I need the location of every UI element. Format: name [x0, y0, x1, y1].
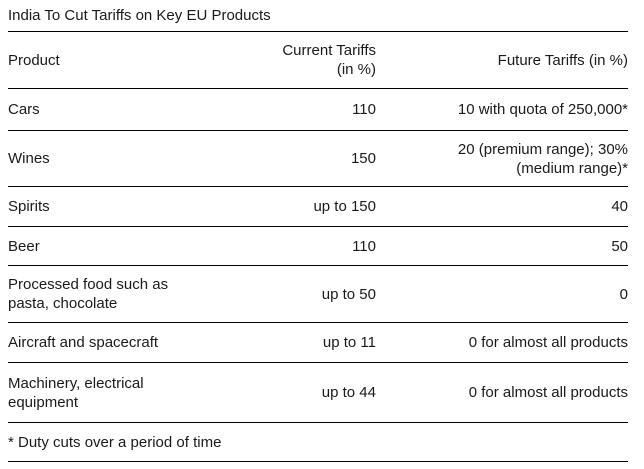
table-row-spirits: Spirits up to 150 40: [8, 186, 628, 227]
future-tariff-cell: 50: [376, 226, 628, 266]
column-header-future-tariffs: Future Tariffs (in %): [376, 31, 628, 89]
product-cell: Cars: [8, 88, 188, 131]
table-row-wines: Wines 150 20 (premium range); 30% (mediu…: [8, 130, 628, 187]
current-tariff-cell: up to 150: [188, 186, 376, 227]
product-cell: Aircraft and spacecraft: [8, 322, 188, 363]
current-tariff-cell: 110: [188, 226, 376, 266]
future-tariff-cell: 10 with quota of 250,000*: [376, 88, 628, 131]
table-row-beer: Beer 110 50: [8, 226, 628, 266]
table-header-row: Product Current Tariffs (in %) Future Ta…: [8, 31, 628, 89]
table-row-aircraft: Aircraft and spacecraft up to 11 0 for a…: [8, 322, 628, 363]
future-tariff-cell: 20 (premium range); 30% (medium range)*: [376, 130, 628, 187]
tariffs-table: Product Current Tariffs (in %) Future Ta…: [8, 31, 628, 462]
current-tariff-cell: up to 11: [188, 322, 376, 363]
current-tariff-cell: up to 50: [188, 265, 376, 323]
product-cell: Machinery, electrical equipment: [8, 362, 188, 423]
product-cell: Processed food such as pasta, chocolate: [8, 265, 188, 323]
future-tariff-cell: 0 for almost all products: [376, 362, 628, 423]
table-row-processed-food: Processed food such as pasta, chocolate …: [8, 265, 628, 323]
page-title: India To Cut Tariffs on Key EU Products: [8, 7, 271, 24]
table-footnote: * Duty cuts over a period of time: [8, 422, 628, 462]
future-tariff-cell: 40: [376, 186, 628, 227]
current-tariff-cell: 150: [188, 130, 376, 187]
table-footnote-row: * Duty cuts over a period of time: [8, 422, 628, 462]
table-row-machinery: Machinery, electrical equipment up to 44…: [8, 362, 628, 423]
future-tariff-cell: 0 for almost all products: [376, 322, 628, 363]
table-row-cars: Cars 110 10 with quota of 250,000*: [8, 88, 628, 131]
product-cell: Wines: [8, 130, 188, 187]
column-header-current-tariffs: Current Tariffs (in %): [188, 31, 376, 89]
current-tariff-cell: 110: [188, 88, 376, 131]
product-cell: Beer: [8, 226, 188, 266]
column-header-current-tariffs-line1: Current Tariffs: [282, 42, 376, 59]
future-tariff-text: 20 (premium range); 30% (medium range)*: [457, 140, 628, 177]
column-header-product: Product: [8, 31, 188, 89]
current-tariff-cell: up to 44: [188, 362, 376, 423]
column-header-current-tariffs-line2: (in %): [336, 61, 376, 78]
future-tariff-cell: 0: [376, 265, 628, 323]
product-cell: Spirits: [8, 186, 188, 227]
